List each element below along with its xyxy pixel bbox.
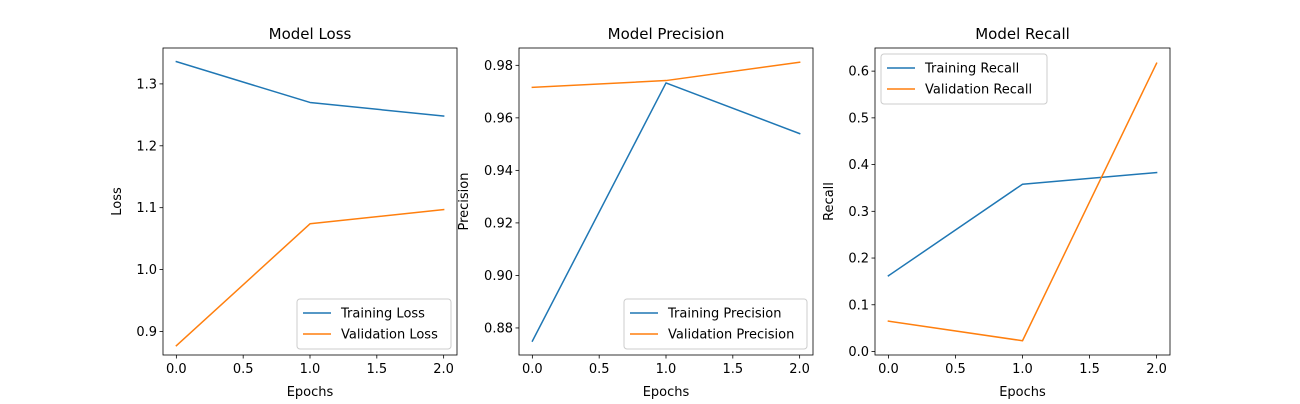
legend: Training Recall Validation Recall: [880, 53, 1048, 105]
legend-label: Validation Recall: [925, 83, 1032, 98]
subplot-3: Model Recall 0.0 0.5 1.0 1.5 2.0 0.0 0.1 0.2 0.3 0…: [822, 25, 1171, 400]
x-tick-label: 2.0: [789, 362, 810, 377]
x-axis-label: Epochs: [999, 385, 1046, 400]
legend-box: [880, 53, 1048, 105]
y-tick-label: 1.3: [136, 77, 157, 92]
chart-title: Model Precision: [608, 25, 725, 43]
y-tick-label: 0.98: [484, 59, 513, 74]
legend-label: Training Precision: [667, 307, 781, 322]
y-tick-label: 0.90: [484, 269, 513, 284]
legend-label: Training Loss: [340, 307, 425, 322]
x-tick-label: 0.0: [522, 362, 543, 377]
x-tick-label: 0.5: [233, 362, 254, 377]
x-tick-label: 0.0: [878, 362, 899, 377]
y-tick-label: 0.4: [848, 158, 869, 173]
y-axis-label: Precision: [457, 172, 472, 230]
y-tick-label: 0.5: [848, 111, 869, 126]
legend: Training Loss Validation Loss: [296, 298, 452, 350]
legend-label: Validation Precision: [668, 328, 794, 343]
x-tick-label: 2.0: [433, 362, 454, 377]
chart-title: Model Recall: [975, 25, 1070, 43]
x-tick-label: 1.5: [722, 362, 743, 377]
legend-box: [296, 298, 452, 350]
chart-title: Model Loss: [269, 25, 352, 43]
series-line-1: [175, 60, 445, 117]
x-tick-label: 1.0: [1012, 362, 1033, 377]
x-tick-label: 1.5: [366, 362, 387, 377]
y-tick-label: 0.92: [484, 216, 513, 231]
x-tick-label: 1.0: [300, 362, 321, 377]
x-axis-label: Epochs: [643, 385, 690, 400]
x-tick-label: 1.0: [656, 362, 677, 377]
series-line-1: [531, 82, 801, 343]
series-line-2: [175, 208, 445, 347]
y-axis-label: Loss: [110, 187, 125, 216]
series-line-2: [531, 61, 801, 89]
y-tick-label: 0.94: [484, 164, 513, 179]
y-tick-label: 0.6: [848, 65, 869, 80]
x-tick-label: 0.0: [166, 362, 187, 377]
legend-label: Training Recall: [924, 62, 1019, 77]
y-axis-label: Recall: [822, 182, 837, 221]
y-tick-label: 0.3: [848, 205, 869, 220]
y-tick-label: 1.1: [136, 201, 157, 216]
y-tick-label: 1.2: [136, 139, 157, 154]
x-tick-label: 0.5: [589, 362, 610, 377]
y-tick-label: 0.2: [848, 252, 869, 267]
x-tick-label: 2.0: [1146, 362, 1167, 377]
y-tick-label: 0.9: [136, 325, 157, 340]
y-tick-label: 0.1: [848, 298, 869, 313]
series-line-2: [887, 62, 1158, 342]
y-tick-label: 0.0: [848, 345, 869, 360]
subplot-2: Model Precision 0.0 0.5 1.0 1.5 2.0 0.88 0.90 0.…: [457, 25, 814, 400]
legend-box: [623, 298, 808, 350]
x-tick-label: 0.5: [945, 362, 966, 377]
y-tick-label: 1.0: [136, 263, 157, 278]
x-axis-label: Epochs: [287, 385, 334, 400]
series-line-1: [887, 171, 1158, 277]
legend-label: Validation Loss: [341, 328, 438, 343]
y-tick-label: 0.96: [484, 111, 513, 126]
subplot-1: Model Loss 0.0 0.5 1.0 1.5 2.0 0.9 1.0 1.1 1.2 1.3…: [110, 25, 458, 400]
legend: Training Precision Validation Precision: [623, 298, 808, 350]
x-tick-label: 1.5: [1079, 362, 1100, 377]
y-tick-label: 0.88: [484, 321, 513, 336]
